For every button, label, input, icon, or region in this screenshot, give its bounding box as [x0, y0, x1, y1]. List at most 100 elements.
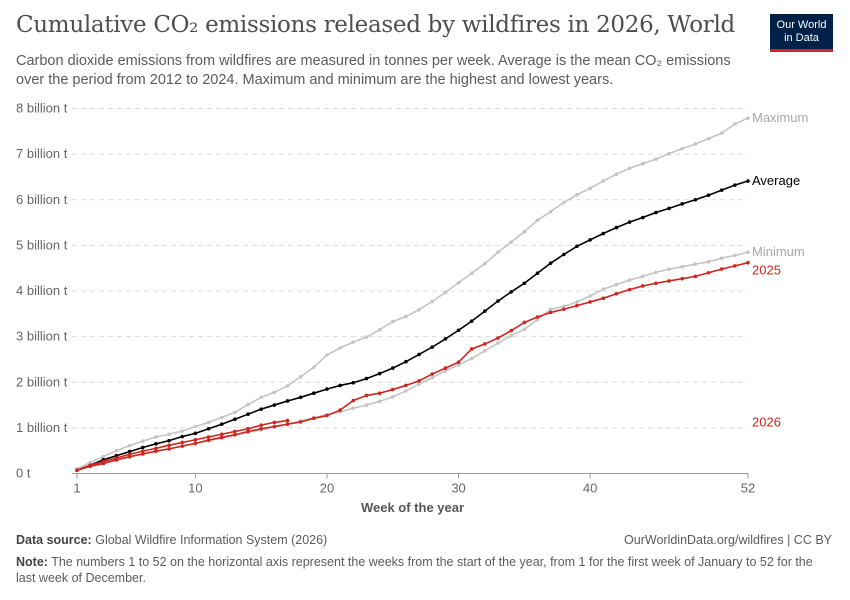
series-line-average — [76, 180, 749, 472]
data-point-average — [654, 210, 658, 215]
data-point-2025 — [680, 276, 685, 281]
owid-logo[interactable]: Our World in Data — [770, 14, 833, 52]
data-point-maximum — [338, 346, 342, 350]
data-point-average — [338, 383, 342, 388]
data-point-maximum — [233, 410, 237, 415]
data-point-minimum — [390, 395, 395, 399]
data-point-minimum — [483, 348, 487, 353]
note-label: Note: — [16, 555, 48, 569]
data-point-maximum — [88, 460, 92, 465]
data-point-2025 — [167, 447, 171, 451]
x-tick-label: 20 — [320, 481, 334, 496]
data-point-2026 — [180, 440, 185, 445]
data-point-maximum — [417, 307, 421, 312]
data-point-minimum — [733, 253, 737, 258]
data-point-2026 — [154, 446, 158, 451]
data-point-average — [575, 244, 579, 249]
data-point-2025 — [312, 416, 316, 421]
data-point-2025 — [588, 300, 592, 304]
data-point-2025 — [562, 307, 566, 312]
data-point-maximum — [298, 374, 303, 379]
data-point-average — [627, 220, 632, 224]
data-point-maximum — [680, 146, 685, 151]
y-tick-label: 0 t — [16, 466, 31, 481]
data-point-average — [259, 407, 263, 411]
chart-title: Cumulative CO₂ emissions released by wil… — [16, 12, 735, 38]
data-point-average — [443, 337, 448, 341]
data-point-2025 — [206, 438, 211, 442]
x-tick-label: 40 — [583, 481, 597, 496]
data-point-2025 — [219, 435, 224, 440]
data-point-minimum — [627, 278, 632, 282]
data-point-maximum — [167, 432, 171, 437]
data-point-minimum — [456, 363, 461, 367]
data-point-2025 — [193, 441, 198, 446]
data-point-maximum — [325, 353, 329, 357]
data-point-minimum — [404, 389, 408, 393]
data-point-maximum — [562, 200, 566, 205]
data-point-average — [719, 188, 724, 192]
x-tick-label: 30 — [451, 481, 465, 496]
data-point-2025 — [614, 291, 619, 296]
data-point-maximum — [180, 429, 185, 433]
data-point-average — [140, 445, 145, 450]
line-chart: 0 t 1 billion t 2 billion t 3 billion t 4 bi… — [16, 101, 808, 516]
data-point-2025 — [338, 408, 342, 412]
data-point-maximum — [404, 314, 408, 319]
data-point-average — [233, 417, 237, 422]
data-point-2025 — [364, 393, 369, 398]
data-point-average — [588, 238, 592, 242]
data-point-2025 — [522, 320, 527, 325]
logo-line2: in Data — [784, 32, 819, 44]
data-point-average — [219, 422, 224, 427]
data-point-maximum — [259, 395, 263, 400]
data-point-average — [746, 179, 750, 183]
data-point-2026 — [167, 443, 171, 448]
y-tick-label: 7 billion t — [16, 146, 68, 161]
data-point-average — [154, 442, 158, 446]
data-point-average — [180, 434, 185, 439]
data-point-2025 — [259, 426, 263, 431]
data-point-average — [193, 431, 198, 436]
series-label-2026: 2026 — [752, 414, 781, 429]
data-point-minimum — [601, 287, 606, 291]
data-point-maximum — [496, 250, 500, 255]
data-point-2025 — [377, 391, 382, 396]
data-point-maximum — [522, 229, 527, 234]
data-point-minimum — [509, 333, 513, 338]
data-point-maximum — [246, 402, 250, 407]
data-point-2025 — [654, 281, 658, 286]
data-point-maximum — [640, 161, 645, 166]
data-point-maximum — [443, 290, 448, 295]
data-point-2026 — [127, 452, 132, 457]
data-point-minimum — [562, 304, 566, 309]
data-point-2025 — [351, 398, 356, 403]
data-point-average — [483, 309, 487, 313]
y-tick-label: 3 billion t — [16, 329, 68, 344]
data-point-maximum — [588, 186, 592, 191]
data-point-2026 — [233, 429, 237, 434]
data-point-maximum — [456, 280, 461, 285]
data-point-2025 — [548, 310, 553, 315]
source-link[interactable]: OurWorldinData.org/wildfires | CC BY — [624, 533, 832, 547]
data-point-maximum — [469, 271, 474, 276]
data-point-2025 — [140, 452, 145, 456]
logo-line1: Our World — [776, 19, 827, 31]
data-point-average — [298, 395, 303, 400]
data-point-average — [430, 345, 435, 349]
y-tick-label: 8 billion t — [16, 101, 68, 116]
data-point-average — [733, 183, 737, 187]
data-point-2025 — [443, 366, 448, 370]
data-point-2025 — [154, 449, 158, 453]
data-point-average — [351, 380, 356, 385]
data-point-2026 — [285, 418, 290, 423]
data-point-average — [127, 449, 132, 454]
data-point-2026 — [88, 463, 92, 468]
data-point-average — [706, 193, 711, 197]
data-point-maximum — [746, 116, 750, 120]
data-point-average — [246, 412, 250, 416]
data-point-2025 — [272, 424, 277, 429]
note-text: The numbers 1 to 52 on the horizontal ax… — [16, 555, 813, 585]
chart-subtitle: Carbon dioxide emissions from wildfires … — [16, 53, 731, 88]
data-point-minimum — [667, 267, 671, 271]
